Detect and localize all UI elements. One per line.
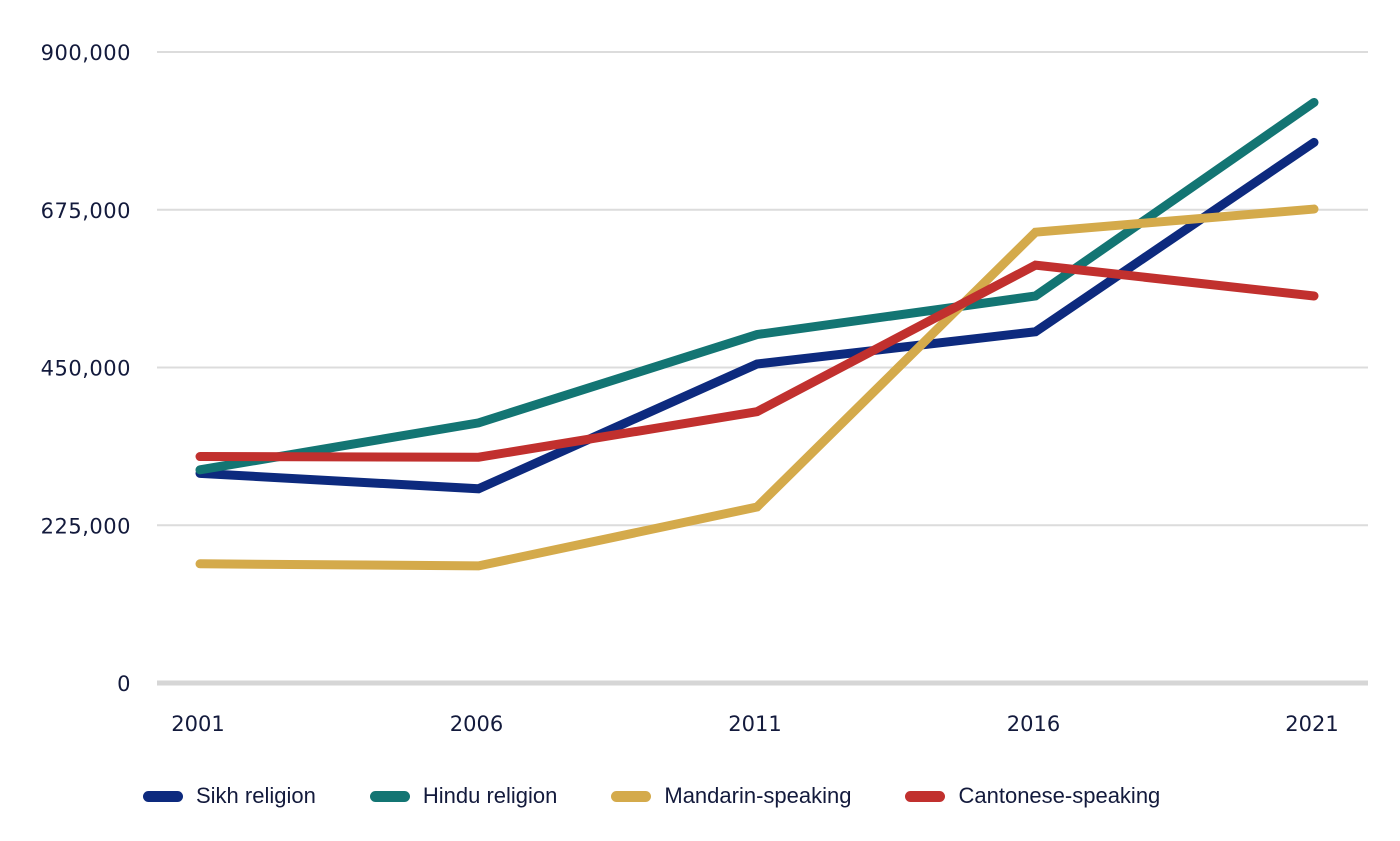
legend-swatch	[611, 790, 652, 802]
series-sikh-religion	[195, 137, 1319, 494]
series-hindu-religion	[195, 97, 1319, 475]
legend-label: Sikh religion	[196, 783, 316, 808]
series-line	[195, 137, 1319, 494]
series-line	[195, 204, 1319, 571]
legend-label: Cantonese-speaking	[958, 783, 1161, 808]
series-lines	[195, 97, 1319, 571]
legend-item: Cantonese-speaking	[905, 783, 1160, 809]
legend-item: Sikh religion	[143, 783, 316, 809]
legend-item: Mandarin-speaking	[611, 783, 851, 809]
legend-item: Hindu religion	[369, 783, 558, 809]
legend-swatch	[143, 790, 183, 802]
y-tick-label: 675,000	[41, 199, 131, 223]
y-tick-label: 900,000	[41, 41, 131, 65]
x-tick-label: 2016	[1007, 712, 1060, 736]
legend-label: Hindu religion	[422, 783, 558, 808]
y-tick-label: 225,000	[41, 514, 131, 538]
x-tick-label: 2001	[171, 712, 224, 736]
y-tick-label: 450,000	[41, 357, 131, 381]
legend-swatch	[905, 790, 946, 802]
y-axis: 0 225,000 450,000 675,000 900,000	[41, 41, 131, 696]
legend: Sikh religion Hindu religion Mandarin-spea…	[143, 783, 1214, 809]
legend-label: Mandarin-speaking	[664, 783, 852, 808]
x-tick-label: 2011	[728, 712, 781, 736]
series-cantonese-speaking	[195, 260, 1319, 462]
x-axis: 2001 2006 2011 2016 2021	[171, 712, 1338, 736]
legend-swatch	[369, 790, 410, 802]
x-tick-label: 2021	[1285, 712, 1338, 736]
x-tick-label: 2006	[450, 712, 503, 736]
series-mandarin-speaking	[195, 204, 1319, 571]
y-tick-label: 0	[117, 672, 131, 696]
